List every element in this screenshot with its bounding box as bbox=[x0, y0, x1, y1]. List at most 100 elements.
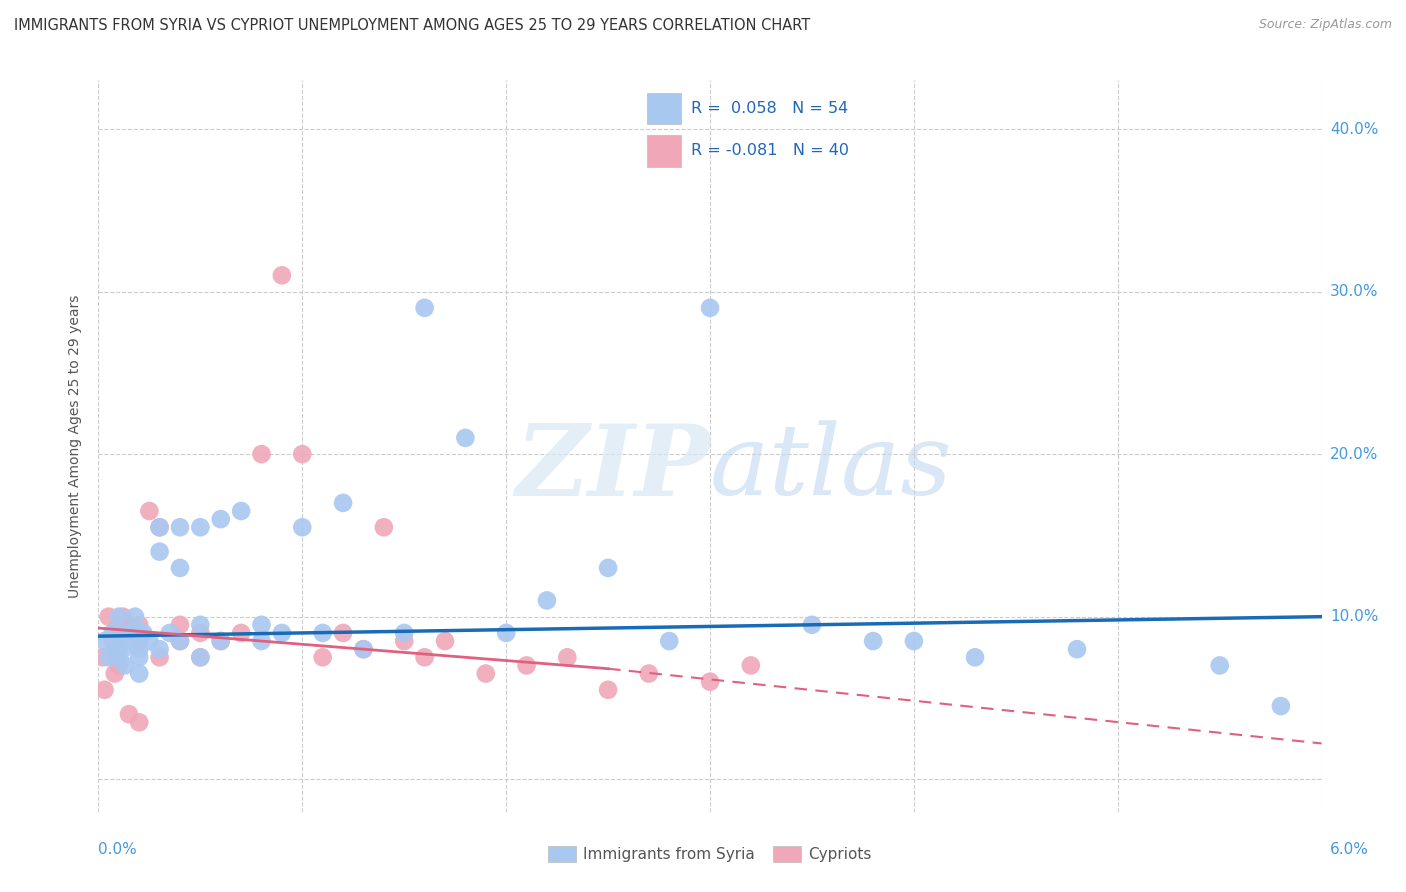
Point bbox=[270, 268, 292, 283]
Point bbox=[392, 626, 416, 640]
Point bbox=[188, 520, 212, 534]
Point bbox=[598, 682, 620, 697]
Text: 30.0%: 30.0% bbox=[1330, 284, 1378, 299]
Point bbox=[454, 431, 477, 445]
Point bbox=[128, 642, 150, 657]
Point bbox=[413, 301, 436, 315]
Point bbox=[101, 626, 124, 640]
Point bbox=[1208, 658, 1232, 673]
Point bbox=[97, 650, 120, 665]
Point bbox=[97, 609, 120, 624]
Point bbox=[108, 642, 131, 657]
Point bbox=[516, 658, 538, 673]
Point bbox=[91, 650, 114, 665]
Point bbox=[108, 626, 131, 640]
Point bbox=[188, 617, 212, 632]
Text: Source: ZipAtlas.com: Source: ZipAtlas.com bbox=[1258, 18, 1392, 31]
Text: 20.0%: 20.0% bbox=[1330, 447, 1378, 462]
Point bbox=[250, 634, 273, 648]
Point bbox=[311, 626, 335, 640]
Point bbox=[433, 634, 456, 648]
Point bbox=[132, 626, 155, 640]
Point bbox=[128, 715, 150, 730]
Point bbox=[188, 626, 212, 640]
Point bbox=[108, 634, 131, 648]
Point bbox=[740, 658, 762, 673]
Point bbox=[291, 447, 314, 461]
Point bbox=[169, 634, 191, 648]
Point bbox=[138, 504, 160, 518]
Text: 0.0%: 0.0% bbox=[98, 842, 138, 857]
Point bbox=[108, 650, 131, 665]
Point bbox=[963, 650, 986, 665]
Point bbox=[291, 520, 314, 534]
Point bbox=[149, 544, 172, 558]
Point bbox=[311, 650, 335, 665]
Point bbox=[101, 634, 124, 648]
Point bbox=[169, 561, 191, 575]
Point bbox=[188, 650, 212, 665]
Point bbox=[352, 642, 374, 657]
Point bbox=[637, 666, 661, 681]
Point bbox=[699, 301, 721, 315]
Point bbox=[373, 520, 395, 534]
Point bbox=[1066, 642, 1088, 657]
Point bbox=[231, 626, 253, 640]
Point bbox=[111, 642, 134, 657]
Point bbox=[169, 520, 191, 534]
Point bbox=[536, 593, 558, 607]
Point bbox=[149, 650, 172, 665]
Point bbox=[138, 634, 160, 648]
Point bbox=[111, 609, 134, 624]
Point bbox=[108, 617, 131, 632]
Point bbox=[169, 634, 191, 648]
Point bbox=[118, 626, 141, 640]
Point bbox=[128, 617, 150, 632]
Point bbox=[114, 658, 136, 673]
Point bbox=[699, 674, 721, 689]
Y-axis label: Unemployment Among Ages 25 to 29 years: Unemployment Among Ages 25 to 29 years bbox=[69, 294, 83, 598]
Point bbox=[169, 617, 191, 632]
Point bbox=[118, 617, 141, 632]
Point bbox=[93, 634, 115, 648]
Legend: Immigrants from Syria, Cypriots: Immigrants from Syria, Cypriots bbox=[540, 838, 880, 870]
Point bbox=[159, 626, 181, 640]
Point bbox=[104, 642, 127, 657]
Text: 40.0%: 40.0% bbox=[1330, 121, 1378, 136]
Point bbox=[332, 626, 354, 640]
Point bbox=[149, 642, 172, 657]
Point bbox=[108, 658, 131, 673]
Point bbox=[209, 634, 232, 648]
Point bbox=[128, 626, 150, 640]
Point bbox=[118, 707, 141, 722]
Point bbox=[104, 666, 127, 681]
Point bbox=[555, 650, 579, 665]
Point bbox=[270, 626, 292, 640]
Point bbox=[1270, 699, 1292, 714]
Point bbox=[209, 634, 232, 648]
Point bbox=[128, 634, 150, 648]
Point bbox=[149, 520, 172, 534]
Point bbox=[124, 609, 146, 624]
Point bbox=[658, 634, 681, 648]
Point bbox=[474, 666, 498, 681]
Point bbox=[862, 634, 884, 648]
Point bbox=[93, 682, 115, 697]
Point bbox=[392, 634, 416, 648]
Point bbox=[352, 642, 374, 657]
Point bbox=[332, 496, 354, 510]
Point bbox=[108, 609, 131, 624]
Point bbox=[209, 512, 232, 526]
Point bbox=[250, 447, 273, 461]
Point bbox=[413, 650, 436, 665]
Point bbox=[188, 650, 212, 665]
Point bbox=[128, 666, 150, 681]
Text: IMMIGRANTS FROM SYRIA VS CYPRIOT UNEMPLOYMENT AMONG AGES 25 TO 29 YEARS CORRELAT: IMMIGRANTS FROM SYRIA VS CYPRIOT UNEMPLO… bbox=[14, 18, 810, 33]
Point bbox=[495, 626, 517, 640]
Point bbox=[801, 617, 824, 632]
Text: atlas: atlas bbox=[710, 420, 953, 516]
Point bbox=[903, 634, 925, 648]
Point bbox=[231, 504, 253, 518]
Point bbox=[149, 520, 172, 534]
Text: 10.0%: 10.0% bbox=[1330, 609, 1378, 624]
